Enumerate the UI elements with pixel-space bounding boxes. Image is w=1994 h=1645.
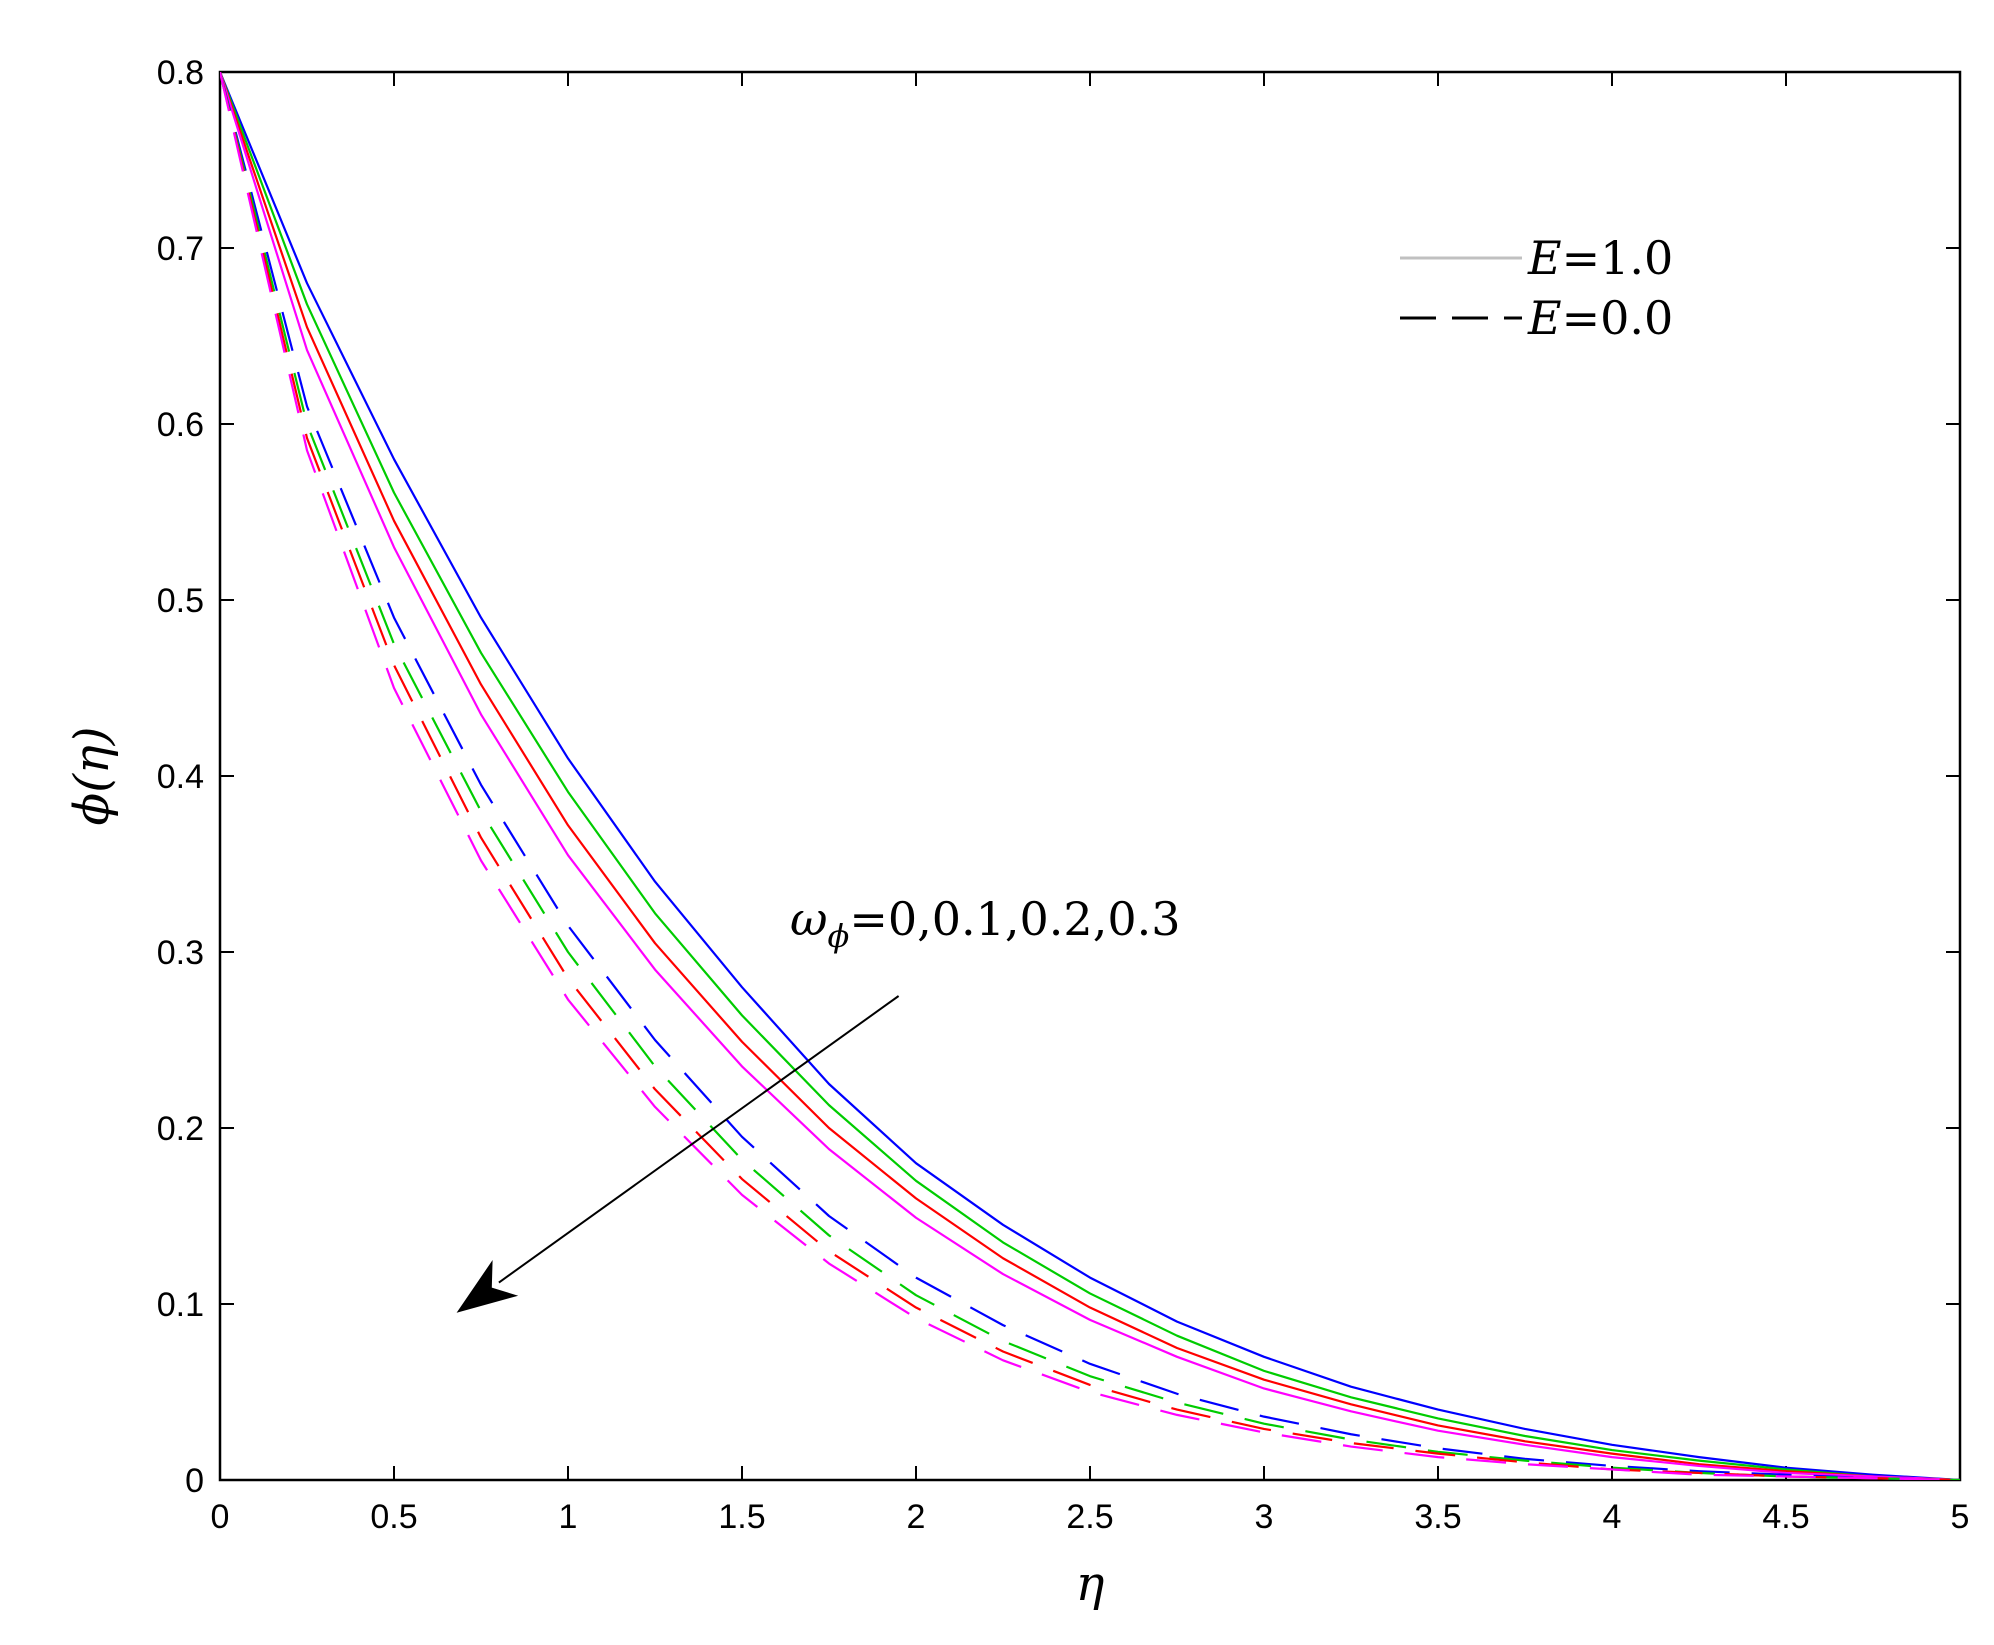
x-tick-label: 3 (1255, 1498, 1274, 1536)
y-tick-label: 0.6 (157, 406, 204, 444)
x-tick-label: 2 (907, 1498, 926, 1536)
x-tick-label: 1.5 (718, 1498, 765, 1536)
series-line-E1.0-omega0 (220, 72, 1960, 1480)
legend-label-solid: E=1.0 (1527, 231, 1673, 285)
y-tick-label: 0.2 (157, 1110, 204, 1148)
series-line-E0.0-omega0 (220, 72, 1960, 1480)
series-line-E0.0-omega0.1 (220, 72, 1960, 1480)
y-tick-labels: 0 0.1 0.2 0.3 0.4 0.5 0.6 0.7 0.8 (157, 54, 204, 1500)
y-tick-label: 0.3 (157, 934, 204, 972)
series-line-E1.0-omega0.3 (220, 72, 1960, 1480)
series-line-E0.0-omega0.3 (220, 72, 1960, 1480)
omega-annotation: ωϕ=0,0.1,0.2,0.3 (456, 892, 1180, 1313)
y-tick-label: 0.1 (157, 1286, 204, 1324)
x-axis-title: η (1076, 1556, 1105, 1612)
y-tick-label: 0.7 (157, 230, 204, 268)
y-tick-label: 0.4 (157, 758, 204, 796)
x-tick-label: 0 (211, 1498, 230, 1536)
y-tick-label: 0.8 (157, 54, 204, 92)
x-tick-labels: 0 0.5 1 1.5 2 2.5 3 3.5 4 4.5 5 (211, 1498, 1970, 1536)
tick-marks (219, 71, 1961, 1481)
y-axis-title: ϕ(η) (64, 727, 120, 826)
series-line-E0.0-omega0.2 (220, 72, 1960, 1480)
omega-annotation-label: ωϕ=0,0.1,0.2,0.3 (790, 892, 1180, 955)
x-tick-label: 3.5 (1414, 1498, 1461, 1536)
omega-arrow-head (456, 1260, 519, 1313)
series-line-E1.0-omega0.2 (220, 72, 1960, 1480)
series-line-E1.0-omega0.1 (220, 72, 1960, 1480)
legend: E=1.0 E=0.0 (1400, 231, 1673, 345)
y-tick-label: 0 (185, 1462, 204, 1500)
x-tick-label: 5 (1951, 1498, 1970, 1536)
x-tick-label: 4.5 (1762, 1498, 1809, 1536)
x-tick-label: 4 (1603, 1498, 1622, 1536)
omega-arrow-line (498, 995, 900, 1284)
y-tick-label: 0.5 (157, 582, 204, 620)
x-tick-label: 2.5 (1066, 1498, 1113, 1536)
legend-label-dashed: E=0.0 (1527, 291, 1673, 345)
x-tick-label: 1 (559, 1498, 578, 1536)
x-tick-label: 0.5 (370, 1498, 417, 1536)
plot-frame (218, 70, 1962, 1482)
series-lines (220, 72, 1960, 1480)
